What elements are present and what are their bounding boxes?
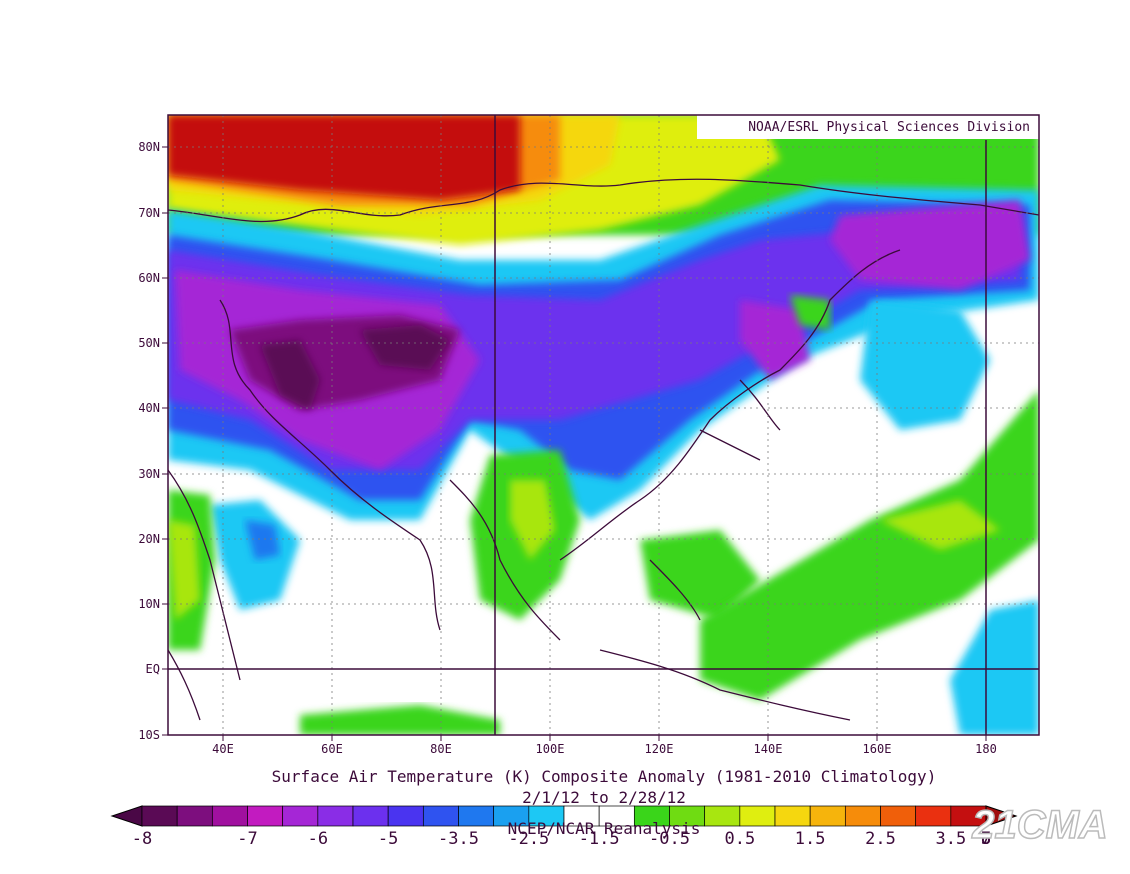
- map-frame: [167, 114, 1040, 736]
- lat-ticks: [162, 146, 168, 736]
- lon-label: 160E: [863, 742, 892, 756]
- colorbar-tick-label: 2.5: [865, 829, 896, 849]
- figure-title: Surface Air Temperature (K) Composite An…: [272, 767, 937, 786]
- colorbar-swatch: [458, 805, 495, 827]
- colorbar-swatch: [880, 805, 917, 827]
- colorbar-swatch: [739, 805, 776, 827]
- colorbar: [110, 805, 1018, 827]
- lat-label: 60N: [138, 271, 160, 285]
- colorbar-tick-label: 6: [981, 829, 991, 849]
- lat-label: 10S: [138, 728, 160, 742]
- reference-lines: [168, 115, 1039, 735]
- temperature-anomaly-field: [168, 115, 1039, 735]
- dataset-label: NCEP/NCAR Reanalysis: [508, 819, 701, 838]
- colorbar-tick-label: 8: [981, 829, 991, 849]
- colorbar-swatch: [211, 805, 248, 827]
- colorbar-swatch: [422, 805, 459, 827]
- colorbar-tick-label: -5: [378, 829, 398, 849]
- colorbar-tick-label: 0.5: [724, 829, 755, 849]
- colorbar-tick-label: 1.5: [795, 829, 826, 849]
- lon-label: 60E: [321, 742, 343, 756]
- colorbar-swatch: [704, 805, 741, 827]
- lat-labels: 80N 70N 60N 50N 40N 30N 20N 10N EQ 10S: [138, 140, 160, 742]
- lon-label: 140E: [754, 742, 783, 756]
- lat-label: 30N: [138, 467, 160, 481]
- colorbar-swatch: [247, 805, 284, 827]
- lat-label: 50N: [138, 336, 160, 350]
- coastlines: [168, 178, 1039, 721]
- lon-label: 80E: [430, 742, 452, 756]
- lon-label: 120E: [645, 742, 674, 756]
- colorbar-swatch: [809, 805, 846, 827]
- watermark: 21CMA: [971, 803, 1108, 847]
- lat-label: EQ: [146, 662, 160, 676]
- colorbar-tick-label: -2.5: [508, 829, 549, 849]
- lat-label: 70N: [138, 206, 160, 220]
- colorbar-swatch: [141, 805, 178, 827]
- colorbar-swatch: [844, 805, 881, 827]
- lat-label: 40N: [138, 401, 160, 415]
- colorbar-swatch: [387, 805, 424, 827]
- graticule: [168, 115, 1039, 735]
- lon-label: 40E: [212, 742, 234, 756]
- colorbar-swatch: [176, 805, 213, 827]
- colorbar-swatch: [915, 805, 952, 827]
- lat-label: 80N: [138, 140, 160, 154]
- colorbar-tick-label: 7: [981, 829, 991, 849]
- colorbar-tick-label: 5: [981, 829, 991, 849]
- colorbar-swatch: [352, 805, 389, 827]
- colorbar-swatch: [282, 805, 319, 827]
- credit-box: [697, 115, 1039, 139]
- colorbar-swatch: [774, 805, 811, 827]
- colorbar-tick-label: -0.5: [649, 829, 690, 849]
- lon-label: 100E: [536, 742, 565, 756]
- colorbar-tick-label: -6: [308, 829, 328, 849]
- colorbar-tick-label: -1.5: [579, 829, 620, 849]
- lat-label: 20N: [138, 532, 160, 546]
- colorbar-swatch: [317, 805, 354, 827]
- date-range: 2/1/12 to 2/28/12: [522, 788, 686, 807]
- lon-ticks: [222, 735, 987, 741]
- colorbar-tick-label: -3.5: [438, 829, 479, 849]
- credit-text: NOAA/ESRL Physical Sciences Division: [748, 120, 1030, 135]
- lat-label: 10N: [138, 597, 160, 611]
- lon-labels: 40E 60E 80E 100E 120E 140E 160E 180: [212, 742, 997, 756]
- colorbar-tick-label: -7: [237, 829, 257, 849]
- colorbar-tick-label: 3.5: [935, 829, 966, 849]
- colorbar-tick-label: -8: [132, 829, 152, 849]
- colorbar-low-arrow: [110, 805, 143, 827]
- colorbar-high-arrow: [985, 805, 1018, 827]
- lon-label: 180: [975, 742, 997, 756]
